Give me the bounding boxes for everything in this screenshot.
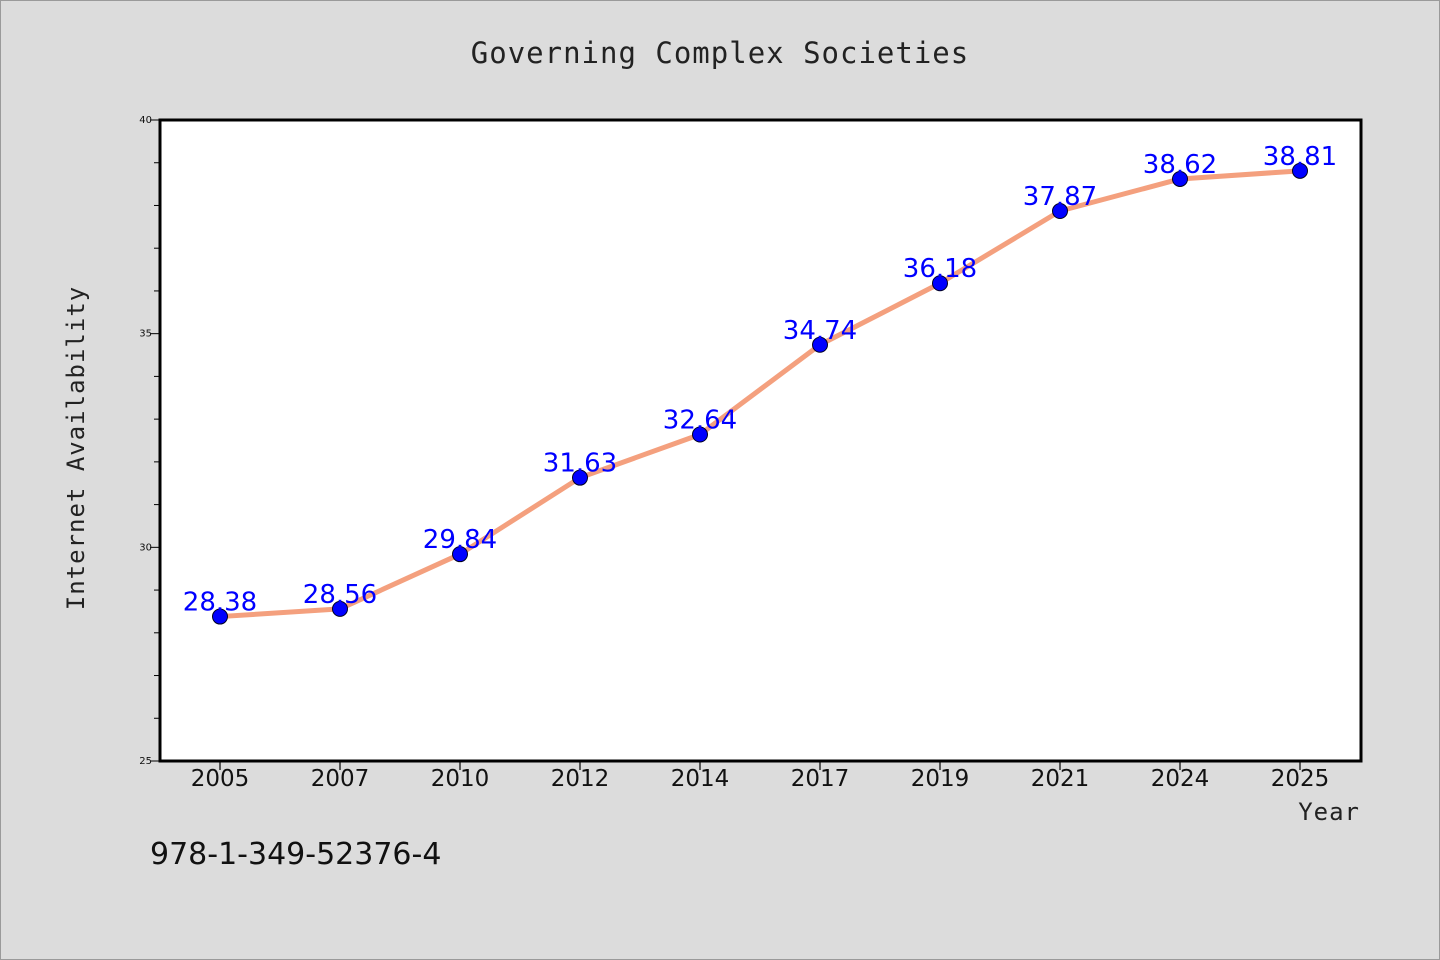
data-label: 37.87 — [1023, 182, 1097, 212]
plot-area — [158, 118, 1363, 763]
data-point — [452, 546, 468, 563]
data-labels: 28.38 28.56 29.84 31.63 32.64 34.74 36.18 37.87… — [183, 142, 1337, 618]
x-tick-label: 2005 — [191, 766, 250, 792]
x-tick-label: 2012 — [551, 766, 610, 792]
data-point — [332, 600, 348, 617]
data-point — [1292, 162, 1308, 179]
x-axis-title: Year — [1298, 798, 1360, 826]
y-tick-label: 35 — [139, 329, 152, 340]
y-tick-label: 40 — [139, 115, 152, 126]
chart-title: Governing Complex Societies — [471, 36, 969, 70]
data-label: 29.84 — [423, 525, 497, 555]
data-point — [932, 275, 948, 292]
y-tick-label: 25 — [139, 756, 152, 767]
x-tick-label: 2019 — [911, 766, 970, 792]
data-label: 36.18 — [903, 254, 977, 284]
data-label: 38.62 — [1143, 150, 1217, 180]
data-label: 34.74 — [783, 316, 857, 346]
series-line — [217, 168, 1303, 620]
y-tick-label: 30 — [139, 542, 152, 553]
y-axis-title: Internet Availability — [62, 286, 90, 610]
x-axis: 2005 2007 2010 2012 2014 2017 2019 2021 2024 2025 — [191, 761, 1330, 792]
data-point — [1172, 170, 1188, 187]
data-label: 31.63 — [543, 449, 617, 479]
x-tick-label: 2014 — [671, 766, 730, 792]
data-markers — [212, 162, 1308, 625]
x-tick-label: 2024 — [1151, 766, 1210, 792]
data-point — [212, 608, 228, 625]
data-label: 32.64 — [663, 406, 737, 436]
data-label: 28.56 — [303, 580, 377, 610]
data-point — [692, 426, 708, 443]
y-axis: 25 30 35 40 — [139, 115, 160, 767]
x-tick-label: 2017 — [791, 766, 850, 792]
x-tick-label: 2021 — [1031, 766, 1090, 792]
data-label: 38.81 — [1263, 142, 1337, 172]
data-point — [1052, 203, 1068, 220]
x-tick-label: 2025 — [1271, 766, 1330, 792]
data-point — [812, 336, 828, 353]
x-tick-label: 2007 — [311, 766, 370, 792]
footer-isbn: 978-1-349-52376-4 — [150, 837, 441, 872]
x-tick-label: 2010 — [431, 766, 490, 792]
data-label: 28.38 — [183, 588, 257, 618]
data-point — [572, 469, 588, 486]
